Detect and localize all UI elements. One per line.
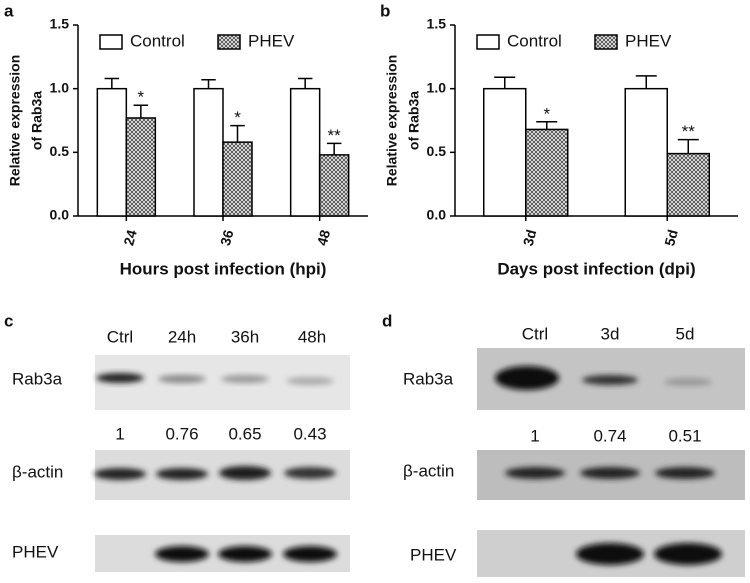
y-tick-label: 0.0 [427,207,447,223]
legend-label: PHEV [625,31,672,50]
error-bar [536,121,558,130]
error-bar [133,104,149,118]
bar [222,141,253,217]
bar [96,87,128,217]
x-axis-label: Days post infection (dpi) [497,259,695,278]
quantification: 0.43 [293,424,326,443]
error-bar [494,76,516,89]
error-bar [104,77,120,89]
x-tick-label: 36 [217,228,237,247]
row-label: Rab3a [12,369,63,388]
quantification: 1 [530,426,539,445]
legend-swatch [476,34,500,50]
band [495,366,559,390]
row-label: PHEV [410,545,457,564]
x-tick-label: 24 [120,228,140,247]
band [94,468,146,480]
x-tick-label: 3d [520,228,540,248]
legend-label: Control [507,31,562,50]
y-axis-label: of Rab3a [406,91,422,150]
band [505,467,565,479]
bar [193,87,224,217]
significance: * [543,104,550,123]
quantification: 0.74 [593,426,626,445]
y-axis-label: of Rab3a [29,91,45,150]
y-axis-label: Relative expression [7,55,23,187]
y-tick-label: 0.5 [50,143,70,159]
panel-label: a [4,1,14,20]
band [286,377,334,385]
band [284,467,336,479]
y-tick-label: 0.0 [50,207,70,223]
x-tick-label: 5d [661,228,681,248]
y-axis-label: Relative expression [384,55,400,187]
bar [318,154,350,217]
error-bar [677,138,699,154]
quantification: 0.76 [165,424,198,443]
error-bar [635,75,657,89]
band [664,378,712,386]
y-tick-label: 1.5 [427,16,447,32]
y-tick-label: 1.0 [427,79,447,95]
legend-swatch [217,34,241,50]
bar [666,152,710,217]
x-tick-label: 48 [314,228,334,247]
blot-c: Ctrl 24h 36h 48h Rab3a β-actin PHEV 1 0.… [12,327,350,572]
error-bar [201,79,216,89]
row-label: PHEV [12,542,59,561]
quantification: 0.51 [668,426,701,445]
band [580,467,640,479]
quantification: 0.65 [228,424,261,443]
x-axis-label: Hours post infection (hpi) [120,259,327,278]
lane-label: Ctrl [107,327,133,346]
bar [125,117,157,217]
legend-swatch [594,34,618,50]
significance: * [138,88,145,107]
lane-label: 48h [298,327,326,346]
lane-label: 24h [168,327,196,346]
band [218,546,272,562]
row-label: Rab3a [403,369,454,388]
significance: * [234,108,241,127]
bar [624,87,668,217]
legend-label: PHEV [248,31,295,50]
band [155,546,209,562]
panel-label: d [382,311,392,330]
band [582,375,638,385]
band [655,467,715,479]
blot-d: Ctrl 3d 5d Rab3a β-actin PHEV 1 0.74 0.5… [403,324,745,577]
band [156,468,208,480]
lane-label: 5d [676,324,695,343]
error-bar [230,124,245,143]
band [221,375,269,383]
bar [525,128,569,217]
error-bar [297,77,313,89]
significance: ** [682,122,696,141]
band [654,543,722,565]
band [576,543,644,565]
significance: ** [328,126,342,145]
y-tick-label: 1.5 [50,16,70,32]
band [158,375,206,383]
panel-label: c [4,311,13,330]
legend-label: Control [130,31,185,50]
bar [483,87,527,217]
quantification: 1 [115,424,124,443]
y-tick-label: 0.5 [427,143,447,159]
y-tick-label: 1.0 [50,79,70,95]
bar [289,87,321,217]
legend-swatch [99,34,123,50]
row-label: β-actin [403,461,454,480]
lane-label: Ctrl [522,324,548,343]
lane-label: 36h [231,327,259,346]
panel-label: b [380,1,390,20]
error-bar [326,142,342,155]
band [219,466,271,480]
lane-label: 3d [601,324,620,343]
band [96,373,144,383]
band [283,546,337,562]
row-label: β-actin [12,462,63,481]
